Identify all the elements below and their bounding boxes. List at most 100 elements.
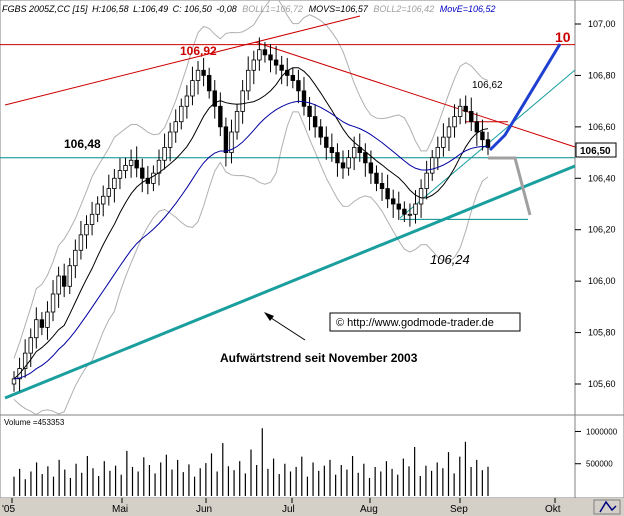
- bollinger-upper: [13, 0, 489, 359]
- price-tick-label: 107,00: [588, 19, 616, 29]
- time-tick-label: Mai: [112, 504, 128, 515]
- candle-body: [201, 69, 206, 76]
- time-axis-panel: [0, 498, 624, 516]
- candle-body: [56, 275, 61, 295]
- candle-body: [290, 75, 296, 81]
- candle-body: [195, 69, 201, 81]
- price-tick-label: 105,80: [588, 328, 616, 338]
- candle-body: [73, 249, 78, 267]
- candle-body: [413, 203, 418, 215]
- price-tick-label: 106,00: [588, 276, 616, 286]
- header-high: H:106,58: [92, 4, 129, 14]
- candle-body: [257, 49, 262, 61]
- bollinger-lower: [13, 111, 489, 416]
- header-boll2: BOLL2=106,42: [373, 4, 434, 14]
- candle-body: [296, 80, 301, 92]
- candle-body: [39, 319, 45, 328]
- price-tick-label: 106,40: [588, 173, 616, 183]
- candle-body: [335, 152, 340, 164]
- moving-averages: [13, 67, 489, 380]
- url-box: [329, 312, 521, 332]
- candle-body: [251, 59, 256, 71]
- volume-panel: [0, 414, 576, 499]
- candle-body: [28, 337, 33, 354]
- candle-body: [22, 352, 28, 369]
- candle-body: [167, 131, 173, 148]
- candle-body: [446, 126, 452, 138]
- candle-body: [452, 116, 457, 128]
- candle-body: [402, 208, 407, 215]
- header-boll1: BOLL1=106,72: [242, 4, 303, 14]
- move-line: [13, 100, 489, 380]
- candle-body: [101, 195, 106, 205]
- time-tick-label: Aug: [360, 504, 378, 515]
- price-tick-label: 106,80: [588, 70, 616, 80]
- candle-body: [112, 177, 117, 189]
- candle-body: [240, 90, 245, 112]
- price-axis-panel: [574, 0, 624, 416]
- projection-up: [488, 43, 562, 152]
- candle-body: [301, 90, 307, 107]
- header-low: L:106,49: [133, 4, 168, 14]
- header-text: FGBS 2005Z,CC [15] H:106,58 L:106,49 C: …: [2, 4, 496, 14]
- candle-body: [11, 378, 17, 385]
- candle-body: [407, 213, 413, 216]
- candle-body: [89, 213, 95, 225]
- candle-body: [424, 172, 429, 189]
- candle-body: [140, 167, 145, 179]
- volume-label: Volume =453353: [4, 418, 65, 427]
- price-tick-label: 105,60: [588, 379, 616, 389]
- candle-body: [385, 188, 390, 200]
- time-tick-label: Jun: [196, 504, 212, 515]
- candle-body: [346, 157, 351, 169]
- candle-body: [162, 147, 167, 161]
- low-label: 106,24: [430, 252, 470, 267]
- candle-body: [212, 90, 217, 107]
- candle-body: [123, 165, 128, 171]
- candle-body: [128, 159, 134, 166]
- time-tick-label: Okt: [545, 504, 561, 515]
- candle-body: [268, 54, 273, 61]
- candle-body: [441, 136, 446, 148]
- candle-body: [45, 311, 50, 328]
- candle-body: [106, 188, 111, 197]
- peak-label: 106,62: [472, 80, 503, 91]
- movs-line: [13, 67, 489, 380]
- candle-body: [117, 170, 123, 179]
- candle-body: [223, 126, 229, 153]
- volume-tick-label: 1000000: [586, 427, 618, 436]
- candle-body: [430, 157, 435, 174]
- candle-body: [279, 64, 284, 71]
- projection-dip: [488, 156, 532, 216]
- candle-body: [246, 69, 251, 92]
- candle-body: [134, 159, 139, 169]
- candle-body: [312, 116, 318, 128]
- candle-body: [418, 188, 424, 205]
- upper-channel-line: [4, 15, 361, 106]
- candle-body: [78, 234, 84, 251]
- volume-bars: [13, 428, 489, 496]
- trend-arrow-line: [267, 315, 306, 341]
- candle-body: [463, 105, 468, 112]
- header-close: C: 106,50: [173, 4, 212, 14]
- candle-body: [318, 126, 323, 138]
- candle-body: [67, 265, 72, 287]
- header-instrument: FGBS 2005Z,CC [15]: [2, 4, 88, 14]
- url-text: © http://www.godmode-trader.de: [336, 317, 494, 329]
- candle-body: [61, 275, 67, 287]
- support-label: 106,48: [64, 137, 101, 151]
- candle-body: [390, 198, 396, 205]
- candle-body: [34, 319, 39, 339]
- candle-body: [84, 224, 89, 236]
- bollinger-bands: [13, 0, 489, 416]
- candle-body: [340, 162, 346, 169]
- chart-tool-icon: [599, 500, 617, 513]
- candle-body: [396, 203, 401, 210]
- candle-body: [179, 105, 184, 123]
- trend-arrow-head: [264, 312, 274, 321]
- price-tick-label: 106,60: [588, 122, 616, 132]
- candle-body: [480, 131, 485, 141]
- candle-body: [151, 172, 156, 184]
